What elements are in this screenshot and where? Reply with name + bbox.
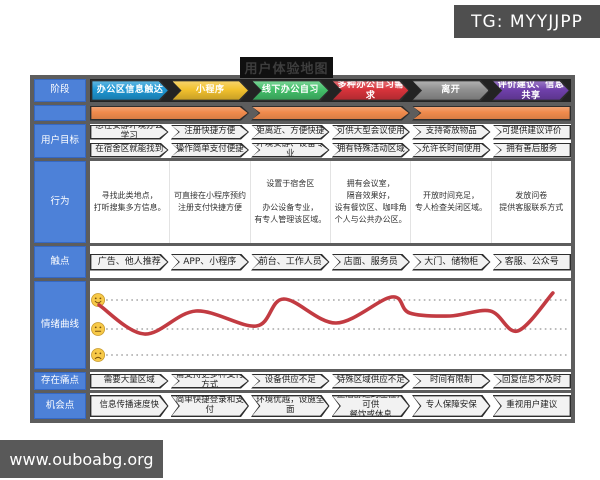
stage-arrow-2: 小程序	[171, 80, 249, 101]
phase-band	[90, 105, 571, 121]
opportunity-cell: 环境优越，设施全面	[251, 395, 330, 417]
touchpoints-row: 广告、他人推荐 APP、小程序 前台、工作人员 店面、服务员 大门、储物柜 客服…	[90, 246, 571, 278]
emotion-curve-line	[97, 291, 555, 336]
happy-face-icon	[91, 293, 106, 307]
behavior-cell: 寻找此类地点， 打听搜集多方信息。	[90, 161, 171, 243]
goal-cell: 允许长时间使用	[412, 143, 491, 158]
behavior-cell: 可直接在小程序预约 注册支付快捷方便	[170, 161, 251, 243]
pain-cell: 时间有限制	[412, 374, 491, 389]
pain-cell: 回复信息不及时	[492, 373, 571, 389]
touchpoint-cell: 客服、公众号	[492, 253, 571, 271]
row-label-opportunity: 机会点	[34, 393, 86, 419]
goal-cell: 环境安静、设备专业	[251, 143, 330, 158]
stage-arrow-5: 离开	[412, 80, 490, 101]
goal-cell: 操作简单支付便捷	[171, 143, 250, 158]
pain-cell: 特殊区域供应不足	[332, 374, 411, 389]
behavior-cell: 拥有会议室， 隔音效果好， 设有餐饮区、咖啡角 个人与公共办公区。	[331, 161, 412, 243]
goal-cell: 注册快捷方便	[171, 125, 250, 140]
emotion-curve-svg	[91, 291, 570, 362]
pain-cell: 设备供应不足	[251, 374, 330, 389]
stage-arrow-4: 多种办公自习需求	[332, 80, 410, 101]
opportunity-cell: 整洁舒适的座位，可供 餐饮或休息	[332, 395, 411, 417]
journey-map: 阶段 办公区信息触达 小程序 线下办公自习 多种办公自习需求 离开 评价建议、信…	[30, 75, 575, 423]
phase-band-segment-1	[90, 106, 249, 121]
touchpoint-cell: 前台、工作人员	[251, 254, 330, 271]
map-title: 用户体验地图	[240, 57, 333, 78]
goal-cell: 支持寄放物品	[412, 125, 491, 140]
pain-row: 需要大量区域 需支持更多种支付方式 设备供应不足 特殊区域供应不足 时间有限制 …	[90, 372, 571, 390]
tg-badge: TG: MYYJJPP	[454, 5, 600, 38]
goal-cell: 在宿舍区就能找到	[90, 143, 169, 158]
site-watermark: www.ouboabg.org	[0, 440, 163, 478]
pain-cell: 需支持更多种支付方式	[171, 374, 250, 389]
opportunity-cell: 信息传播速度快	[90, 395, 169, 417]
touchpoint-cell: 广告、他人推荐	[90, 254, 169, 271]
goal-cell: 拥有善后服务	[492, 142, 571, 158]
behavior-row: 寻找此类地点， 打听搜集多方信息。 可直接在小程序预约 注册支付快捷方便 设置于…	[90, 161, 571, 243]
phase-band-segment-3	[412, 105, 571, 121]
stage-arrow-1: 办公区信息触达	[91, 80, 169, 101]
phase-band-segment-2	[251, 106, 410, 121]
goal-cell: 可供大型会议使用	[332, 125, 411, 140]
emotion-row	[90, 281, 571, 369]
opportunity-cell: 重视用户建议	[492, 395, 571, 417]
touchpoint-cell: APP、小程序	[171, 254, 250, 271]
opportunity-cell: 专人保障安保	[412, 395, 491, 417]
goals-row: 想在安静环境办公学习 注册快捷方便 距离近、方便快捷 可供大型会议使用 支持寄放…	[90, 124, 571, 158]
touchpoint-cell: 大门、储物柜	[412, 254, 491, 271]
touchpoint-cell: 店面、服务员	[332, 254, 411, 271]
stage-arrow-6: 评价建议、信息共享	[492, 80, 570, 101]
stage-arrow-3: 线下办公自习	[251, 80, 329, 101]
row-label-touchpoints: 触点	[34, 246, 86, 278]
row-label-emotion: 情绪曲线	[34, 281, 86, 369]
opportunity-cell: 简单快捷登录和支付	[171, 395, 250, 417]
neutral-face-icon	[91, 322, 106, 336]
row-label-pain: 存在痛点	[34, 372, 86, 390]
goal-cell: 想在安静环境办公学习	[90, 125, 169, 140]
stage-row: 办公区信息触达 小程序 线下办公自习 多种办公自习需求 离开 评价建议、信息共享	[90, 79, 571, 102]
goal-cell: 距离近、方便快捷	[251, 125, 330, 140]
row-label-phase-spacer	[34, 105, 86, 121]
sad-face-icon	[91, 348, 106, 362]
behavior-cell: 开放时间充足， 专人检查关闭区域。	[411, 161, 492, 243]
goal-cell: 可提供建议评价	[492, 124, 571, 140]
behavior-cell: 发放问卷 提供客服联系方式	[499, 191, 564, 212]
goal-cell: 拥有特殊活动区域	[332, 143, 411, 158]
row-label-goals: 用户目标	[34, 124, 86, 158]
behavior-cell: 设置于宿舍区 办公设备专业， 有专人管理该区域。	[251, 161, 331, 243]
row-label-behavior: 行为	[34, 161, 86, 243]
emotion-chart	[90, 281, 571, 369]
row-label-stage: 阶段	[34, 79, 86, 102]
opportunity-row: 信息传播速度快 简单快捷登录和支付 环境优越，设施全面 整洁舒适的座位，可供 餐…	[90, 393, 571, 419]
pain-cell: 需要大量区域	[90, 374, 169, 389]
